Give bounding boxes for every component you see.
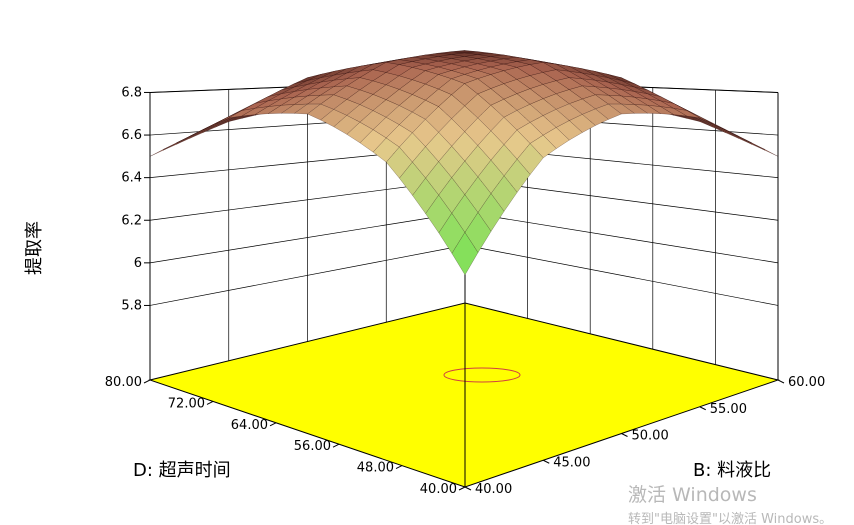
x-tick <box>143 379 151 384</box>
x-tick <box>269 422 277 427</box>
floor <box>148 302 780 488</box>
x-tick-label: 48.00 <box>357 461 394 476</box>
x-tick-label: 72.00 <box>168 396 205 411</box>
z-tick-label: 6.2 <box>121 213 142 228</box>
z-tick-label: 6.4 <box>121 171 142 186</box>
x-tick-label: 56.00 <box>294 439 331 454</box>
grid-line <box>464 211 779 264</box>
z-tick-label: 5.8 <box>121 298 142 313</box>
y-tick <box>543 459 550 464</box>
y-tick-label: 60.00 <box>788 375 825 390</box>
y-tick <box>699 406 706 411</box>
grid-line <box>464 244 779 306</box>
y-tick-label: 55.00 <box>710 402 747 417</box>
x-tick <box>458 486 466 491</box>
y-tick-label: 45.00 <box>553 455 590 470</box>
y-tick <box>464 486 472 491</box>
y-tick <box>621 433 628 437</box>
z-tick-label: 6.6 <box>121 128 142 143</box>
x-tick-label: 40.00 <box>420 482 457 497</box>
surface-patch <box>451 232 479 276</box>
x-tick-label: 80.00 <box>105 375 142 390</box>
z-tick-label: 6.8 <box>121 85 142 100</box>
y-tick-label: 40.00 <box>475 482 512 497</box>
y-axis-label: B: 料液比 <box>693 460 771 481</box>
x-tick <box>206 400 214 405</box>
contour <box>443 367 521 383</box>
x-tick-label: 64.00 <box>231 418 268 433</box>
x-tick <box>332 443 340 448</box>
watermark-title: 激活 Windows <box>628 484 757 506</box>
x-tick <box>395 465 403 470</box>
x-axis-label: D: 超声时间 <box>133 460 231 481</box>
z-axis-label: 提取率 <box>24 221 45 275</box>
z-tick-label: 6 <box>134 256 142 271</box>
y-tick-label: 50.00 <box>632 429 669 444</box>
watermark-subtitle: 转到"电脑设置"以激活 Windows。 <box>628 512 832 525</box>
y-tick <box>777 379 785 384</box>
